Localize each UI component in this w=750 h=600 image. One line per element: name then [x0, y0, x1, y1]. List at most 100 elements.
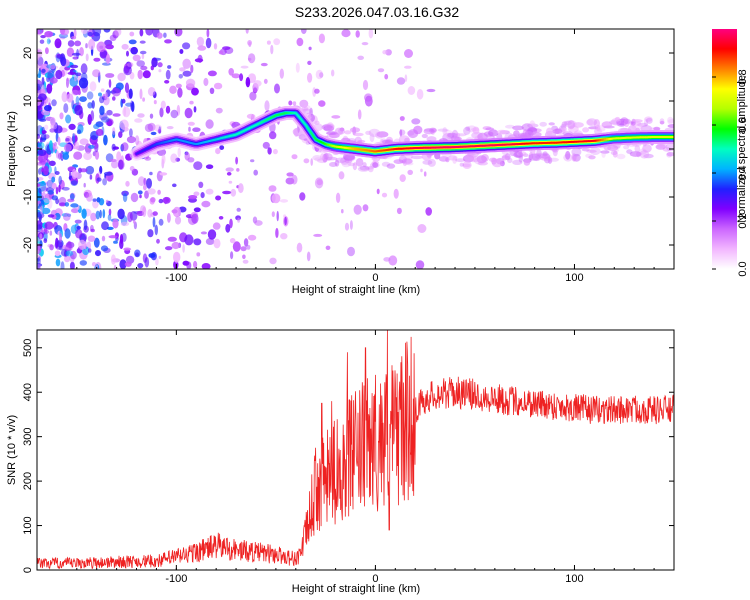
noise-blob: [338, 171, 345, 180]
noise-blob: [130, 192, 139, 203]
haze-blob: [447, 155, 458, 161]
haze-blob: [571, 153, 577, 162]
noise-blob: [193, 191, 200, 197]
noise-blob: [51, 99, 57, 107]
haze-blob: [614, 148, 620, 152]
noise-blob: [95, 128, 104, 136]
spectrogram-xlabel: Height of straight line (km): [292, 284, 420, 296]
haze-blob: [455, 158, 466, 163]
noise-blob: [404, 49, 413, 58]
noise-blob: [49, 128, 55, 133]
noise-blob: [39, 160, 47, 165]
noise-blob: [46, 83, 53, 94]
noise-blob: [188, 126, 191, 132]
noise-blob: [171, 209, 178, 214]
noise-blob: [89, 174, 93, 180]
noise-blob: [209, 87, 215, 95]
noise-blob: [150, 131, 157, 136]
noise-blob: [268, 185, 277, 192]
noise-blob: [66, 246, 69, 250]
colorbar-tick-label: 0.4: [737, 165, 749, 180]
haze-blob: [299, 99, 309, 108]
noise-blob: [385, 49, 392, 56]
haze-blob: [476, 155, 487, 164]
haze-blob: [393, 159, 404, 165]
noise-blob: [313, 233, 323, 237]
noise-blob: [198, 181, 204, 188]
haze-blob: [338, 127, 345, 135]
noise-blob: [51, 182, 57, 190]
haze-blob: [623, 118, 631, 124]
noise-blob: [213, 43, 218, 50]
noise-blob: [41, 76, 45, 87]
noise-blob: [118, 159, 124, 170]
noise-blob: [341, 29, 351, 38]
noise-blob: [108, 208, 112, 216]
colorbar-ticks: 0.0 0.2 0.4 0.6 0.8: [712, 69, 749, 277]
haze-blob: [567, 120, 575, 130]
noise-blob: [54, 250, 61, 257]
noise-blob: [182, 42, 191, 50]
noise-blob: [137, 263, 144, 269]
noise-blob: [96, 177, 102, 182]
noise-blob: [111, 87, 121, 97]
noise-blob: [98, 92, 102, 97]
noise-blob: [376, 188, 380, 195]
noise-blob: [37, 154, 47, 163]
noise-blob: [73, 151, 83, 160]
noise-blob: [129, 128, 133, 138]
noise-blob: [37, 79, 43, 90]
haze-blob: [667, 124, 674, 128]
snr-plot-area: [37, 330, 674, 570]
haze-blob: [645, 117, 653, 124]
noise-blob: [71, 52, 81, 56]
noise-blob: [246, 113, 256, 119]
noise-blob: [72, 56, 79, 60]
noise-blob: [247, 53, 256, 64]
noise-blob: [72, 171, 79, 178]
noise-blob: [45, 97, 51, 104]
noise-blob: [193, 207, 201, 213]
haze-blob: [488, 129, 499, 137]
noise-blob: [38, 69, 42, 78]
noise-blob: [71, 99, 75, 110]
noise-blob: [46, 38, 51, 45]
noise-blob: [192, 127, 201, 132]
noise-blob: [191, 87, 199, 96]
noise-blob: [159, 107, 164, 118]
noise-blob: [113, 240, 118, 244]
haze-blob: [636, 151, 641, 158]
y-tick-label: 10: [22, 95, 34, 107]
noise-blob: [291, 174, 298, 185]
noise-blob: [50, 64, 56, 70]
noise-blob: [357, 55, 365, 60]
haze-blob: [532, 153, 542, 162]
noise-blob: [382, 50, 388, 55]
noise-blob: [253, 80, 262, 87]
haze-blob: [410, 155, 423, 160]
noise-blob: [129, 165, 135, 172]
noise-blob: [266, 40, 271, 45]
noise-blob: [393, 188, 399, 199]
noise-blob: [249, 91, 257, 101]
y-tick-label: 20: [22, 47, 34, 59]
noise-blob: [262, 141, 270, 149]
noise-blob: [122, 193, 128, 203]
haze-blob: [582, 127, 590, 133]
haze-blob: [403, 158, 413, 164]
noise-blob: [55, 186, 59, 195]
noise-blob: [81, 29, 88, 35]
noise-blob: [318, 100, 326, 107]
noise-blob: [90, 228, 95, 233]
noise-blob: [111, 160, 119, 169]
noise-blob: [170, 153, 178, 163]
noise-blob: [150, 197, 156, 203]
haze-blob: [320, 153, 325, 160]
noise-blob: [111, 143, 116, 152]
noise-blob: [152, 211, 158, 216]
noise-blob: [161, 154, 166, 165]
haze-blob: [422, 159, 433, 165]
noise-blob: [89, 81, 97, 92]
noise-blob: [415, 260, 425, 269]
